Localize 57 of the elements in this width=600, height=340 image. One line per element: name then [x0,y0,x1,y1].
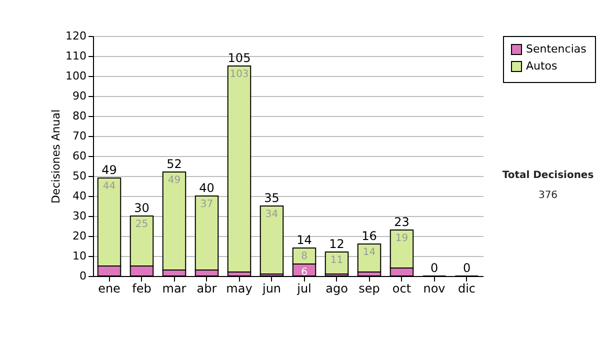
total-label: 12 [329,237,344,251]
data-label: 25 [135,219,148,230]
bar [357,244,382,272]
legend-label: Autos [526,60,558,72]
total-label: 30 [134,201,150,215]
total-label: 35 [264,191,280,205]
x-tick-label: jun [261,282,282,296]
y-tick-label: 10 [72,250,86,262]
x-tick-label: ene [98,282,120,296]
x-tick-label: dic [458,282,476,296]
total-label: 49 [102,163,117,177]
x-tick-label: abr [196,282,217,296]
y-tick-label: 80 [72,110,86,122]
y-tick-label: 20 [72,230,86,242]
bar [227,66,252,272]
x-tick-label: ago [326,282,348,296]
data-label: 34 [265,209,278,220]
total-label: 52 [166,157,182,171]
total-label: 14 [296,233,312,247]
total-label: 0 [462,261,471,275]
x-tick-label: may [226,282,252,296]
x-tick-label: sep [358,282,380,296]
x-tick-label: oct [392,282,412,296]
legend-label: Sentencias [526,42,587,56]
x-tick-label: mar [162,282,186,296]
bar [324,252,349,274]
total-label: 23 [394,215,410,229]
data-label: 14 [362,247,376,258]
y-tick-label: 0 [80,270,86,282]
y-tick-label: 90 [72,90,86,102]
y-tick-label: 70 [72,130,86,142]
data-label: 8 [301,251,308,262]
data-label: 103 [230,69,249,80]
data-label: 44 [102,181,116,192]
total-label: 16 [362,229,377,243]
total-label: 0 [430,261,438,275]
data-label: 37 [200,199,214,210]
x-tick-label: nov [423,282,446,296]
y-tick-label: 40 [72,190,86,202]
x-tick-label: feb [132,282,152,296]
data-label: 49 [168,175,181,186]
y-tick-label: 50 [72,170,86,182]
x-tick-label: jul [296,282,312,296]
data-label: 6 [301,267,308,278]
data-label: 11 [330,255,344,266]
text: 376 [537,190,559,201]
y-tick-label: 100 [66,70,86,82]
total-label: 40 [199,181,214,195]
y-tick-label: 60 [72,150,86,162]
bar [260,206,284,274]
y-axis-title: Decisiones Anual [50,109,63,204]
total-label: 105 [228,51,251,65]
y-tick-label: 110 [66,50,86,62]
text: Total Decisiones [501,170,595,181]
data-label: 19 [395,233,408,244]
y-tick-label: 120 [66,30,86,42]
y-tick-label: 30 [72,210,86,222]
